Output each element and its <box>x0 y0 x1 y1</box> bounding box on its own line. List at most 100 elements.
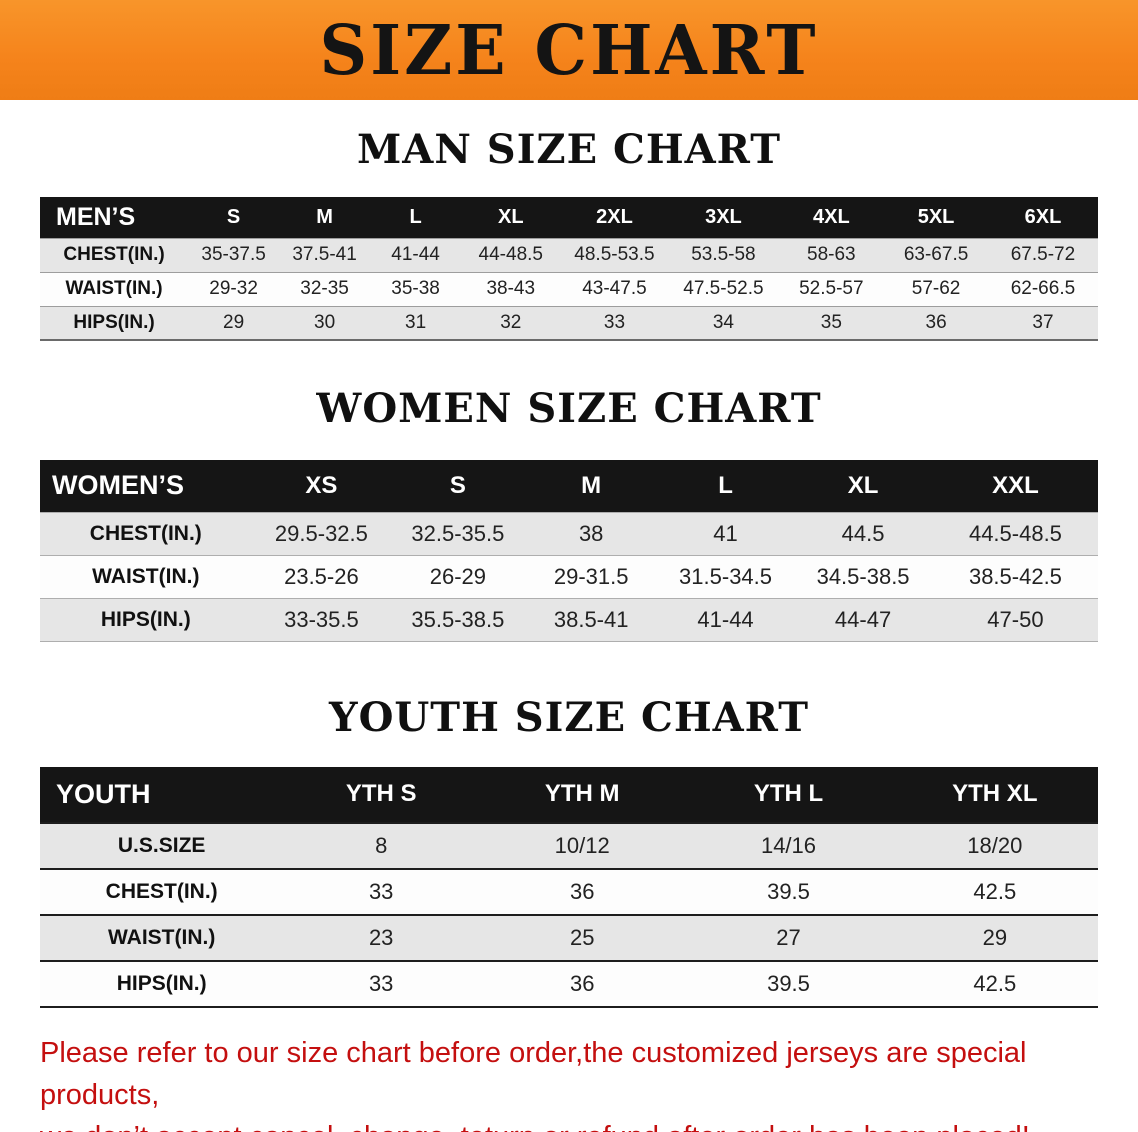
row-label: HIPS(IN.) <box>73 311 155 333</box>
table-cell: 41-44 <box>697 606 754 632</box>
table-cell: 52.5-57 <box>799 278 864 299</box>
table-row: U.S.SIZE 8 10/12 14/16 18/20 <box>40 822 1098 869</box>
women-size-chart-heading: WOMEN SIZE CHART <box>316 385 822 432</box>
table-row: WAIST(IN.) 23 25 27 29 <box>40 914 1098 961</box>
table-cell: 36 <box>569 878 595 904</box>
table-cell: 34.5-38.5 <box>816 563 910 589</box>
row-label: WAIST(IN.) <box>108 925 216 949</box>
man-size-chart-section: MAN SIZE CHART MEN’S S M L XL 2XL 3XL 4X… <box>0 126 1138 341</box>
size-column-header: 2XL <box>560 197 669 238</box>
table-cell: 67.5-72 <box>1010 244 1076 265</box>
table-row: CHEST(IN.) 35-37.5 37.5-41 41-44 44-48.5… <box>40 238 1098 272</box>
table-cell: 44.5-48.5 <box>968 520 1062 546</box>
table-cell: 42.5 <box>973 970 1017 996</box>
disclaimer: Please refer to our size chart before or… <box>40 1032 1102 1132</box>
men-table-title-cell: MEN’S <box>40 197 189 238</box>
table-cell: 48.5-53.5 <box>574 244 655 265</box>
table-cell: 38-43 <box>486 278 536 299</box>
table-cell: 38.5-41 <box>553 606 629 632</box>
table-row: WAIST(IN.) 29-32 32-35 35-38 38-43 43-47… <box>40 272 1098 306</box>
page-title: SIZE CHART <box>319 9 819 91</box>
size-column-header: YTH L <box>685 766 892 823</box>
table-cell: 58-63 <box>807 244 856 265</box>
men-header-row: MEN’S S M L XL 2XL 3XL 4XL 5XL 6XL <box>40 197 1098 238</box>
table-cell: 10/12 <box>554 832 610 858</box>
banner: SIZE CHART <box>0 0 1138 100</box>
disclaimer-line-2: we don’t accept cancel, change, teturn o… <box>40 1116 1102 1132</box>
youth-size-chart-heading: YOUTH SIZE CHART <box>329 693 809 741</box>
youth-header-row: YOUTH YTH S YTH M YTH L YTH XL <box>40 766 1098 823</box>
row-label: HIPS(IN.) <box>116 971 207 995</box>
row-label: U.S.SIZE <box>117 833 206 857</box>
table-row: HIPS(IN.) 33 36 39.5 42.5 <box>40 960 1098 1007</box>
size-column-header: M <box>524 460 658 512</box>
size-column-header: M <box>279 197 371 238</box>
table-cell: 29.5-32.5 <box>274 520 368 546</box>
table-cell: 42.5 <box>973 878 1017 904</box>
size-column-header: XL <box>793 460 933 512</box>
table-cell: 23 <box>368 924 394 950</box>
table-cell: 62-66.5 <box>1010 278 1076 299</box>
row-label: HIPS(IN.) <box>100 607 191 631</box>
table-cell: 44-47 <box>834 606 892 632</box>
table-cell: 47-50 <box>987 606 1044 632</box>
man-size-chart-heading: MAN SIZE CHART <box>357 126 781 173</box>
size-column-header: 4XL <box>778 197 885 238</box>
size-column-header: 3XL <box>668 197 779 238</box>
table-cell: 34 <box>712 311 734 333</box>
row-label: WAIST(IN.) <box>65 278 163 299</box>
table-cell: 33 <box>603 311 626 333</box>
table-cell: 35-37.5 <box>201 244 266 265</box>
table-cell: 18/20 <box>967 832 1023 858</box>
size-column-header: XL <box>461 197 561 238</box>
table-cell: 33-35.5 <box>284 606 359 632</box>
youth-size-chart-section: YOUTH SIZE CHART YOUTH YTH S YTH M YTH L… <box>0 694 1138 1008</box>
youth-size-table: YOUTH YTH S YTH M YTH L YTH XL U.S.SIZE … <box>40 766 1098 1008</box>
table-cell: 31 <box>405 311 427 333</box>
row-label: WAIST(IN.) <box>92 564 200 588</box>
table-cell: 31.5-34.5 <box>679 563 773 589</box>
table-cell: 23.5-26 <box>284 563 359 589</box>
size-column-header: XS <box>251 460 392 512</box>
table-cell: 35.5-38.5 <box>411 606 505 632</box>
table-cell: 39.5 <box>767 970 810 996</box>
table-cell: 41-44 <box>391 244 440 265</box>
table-cell: 35-38 <box>391 278 440 299</box>
table-cell: 35 <box>820 311 842 333</box>
row-label: CHEST(IN.) <box>63 244 165 265</box>
table-cell: 14/16 <box>760 832 817 858</box>
size-column-header: YTH S <box>283 766 480 823</box>
table-cell: 32-35 <box>300 278 349 299</box>
table-cell: 8 <box>375 832 388 858</box>
table-row: HIPS(IN.) 29 30 31 32 33 34 35 36 37 <box>40 306 1098 340</box>
size-column-header: XXL <box>932 460 1098 512</box>
table-cell: 63-67.5 <box>903 244 969 265</box>
women-size-chart-section: WOMEN SIZE CHART WOMEN’S XS S M L XL XXL <box>0 385 1138 642</box>
table-cell: 57-62 <box>911 278 961 299</box>
women-size-table: WOMEN’S XS S M L XL XXL CHEST(IN.) 29.5-… <box>40 460 1098 642</box>
table-cell: 36 <box>569 970 595 996</box>
table-cell: 43-47.5 <box>582 278 647 299</box>
table-cell: 32 <box>500 311 522 333</box>
table-cell: 36 <box>925 311 947 333</box>
row-label: CHEST(IN.) <box>89 521 202 545</box>
table-cell: 37.5-41 <box>292 244 357 265</box>
youth-table-title-cell: YOUTH <box>40 766 284 823</box>
size-column-header: YTH XL <box>891 766 1098 823</box>
table-cell: 39.5 <box>767 878 810 904</box>
size-column-header: L <box>657 460 794 512</box>
table-cell: 47.5-52.5 <box>683 278 764 299</box>
table-cell: 41 <box>713 520 738 546</box>
table-cell: 38 <box>578 520 604 546</box>
size-column-header: 5XL <box>884 197 988 238</box>
table-row: WAIST(IN.) 23.5-26 26-29 29-31.5 31.5-34… <box>40 555 1098 598</box>
size-column-header: S <box>391 460 525 512</box>
table-cell: 26-29 <box>429 563 487 589</box>
size-column-header: 6XL <box>987 197 1098 238</box>
table-cell: 29 <box>223 311 245 333</box>
size-column-header: S <box>188 197 280 238</box>
table-cell: 33 <box>368 878 394 904</box>
women-table-title-cell: WOMEN’S <box>40 460 252 512</box>
disclaimer-line-1: Please refer to our size chart before or… <box>40 1036 1027 1111</box>
